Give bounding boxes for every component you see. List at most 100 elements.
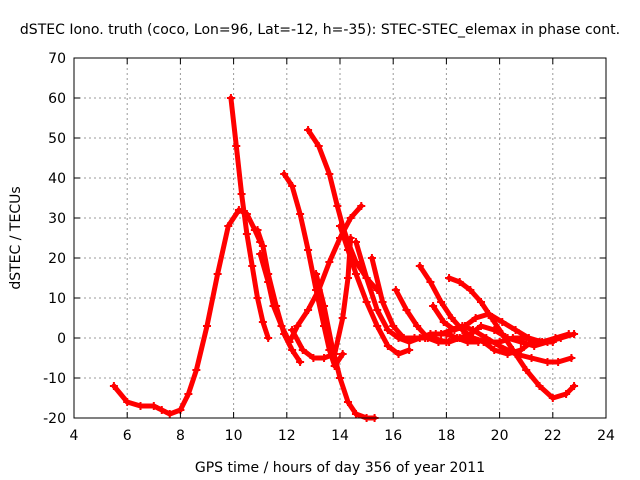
data-point (242, 230, 251, 238)
data-point (288, 182, 297, 190)
series-3 (253, 226, 305, 366)
data-point (498, 330, 507, 338)
data-point (304, 246, 313, 254)
series-line (305, 127, 380, 293)
data-point (562, 390, 571, 398)
data-point (383, 326, 392, 334)
x-tick-label: 10 (225, 428, 243, 444)
x-tick-label: 16 (384, 428, 402, 444)
data-point (511, 326, 520, 334)
data-point (466, 286, 475, 294)
data-point (383, 342, 392, 350)
data-point (439, 318, 448, 326)
series-5 (280, 170, 347, 370)
data-point (442, 330, 451, 338)
data-point (314, 142, 323, 150)
data-point (232, 142, 241, 150)
data-point (469, 334, 477, 342)
data-point (437, 298, 446, 306)
data-point (237, 190, 246, 198)
data-point (309, 354, 318, 362)
data-point (298, 346, 307, 354)
x-tick-label: 18 (437, 428, 455, 444)
data-point (264, 278, 273, 286)
data-point (527, 354, 536, 362)
series-line (255, 227, 303, 365)
data-point (248, 262, 257, 270)
x-tick-label: 22 (544, 428, 562, 444)
x-tick-label: 8 (176, 428, 185, 444)
data-point (479, 338, 488, 346)
data-point (445, 274, 454, 282)
data-point (296, 358, 305, 366)
data-point (405, 346, 414, 354)
data-point (293, 322, 302, 330)
data-point (495, 338, 504, 346)
y-tick-label: 10 (48, 291, 66, 307)
x-axis-title: GPS time / hours of day 356 of year 2011 (195, 460, 485, 476)
data-point (296, 210, 305, 218)
data-point (157, 406, 166, 414)
data-point (338, 314, 347, 322)
data-point (258, 318, 267, 326)
data-point (399, 334, 408, 342)
series-8 (312, 270, 379, 422)
x-tick-label: 12 (278, 428, 296, 444)
data-point (516, 346, 525, 354)
data-point (343, 274, 352, 282)
data-point (288, 326, 297, 334)
data-point (338, 350, 347, 358)
y-tick-label: -20 (43, 411, 66, 427)
data-point (269, 302, 278, 310)
data-point (413, 322, 422, 330)
y-axis-title: dSTEC / TECUs (8, 186, 24, 289)
data-point (394, 350, 403, 358)
data-point (277, 322, 286, 330)
data-point (447, 314, 456, 322)
series-1 (109, 206, 265, 418)
data-point (336, 374, 344, 382)
data-point (535, 382, 544, 390)
data-point (333, 202, 342, 210)
y-tick-label: 70 (48, 51, 66, 67)
data-point (564, 330, 573, 338)
data-point (367, 254, 376, 262)
data-point (391, 286, 400, 294)
data-point (224, 222, 233, 230)
series-16 (429, 334, 536, 358)
data-point (362, 298, 371, 306)
data-point (415, 262, 424, 270)
series-15 (445, 274, 579, 402)
data-point (455, 334, 464, 342)
data-point (346, 214, 355, 222)
y-tick-label: 50 (48, 131, 66, 147)
y-tick-label: 0 (57, 331, 66, 347)
data-point (346, 234, 355, 242)
data-point (498, 318, 507, 326)
data-point (213, 270, 222, 278)
y-tick-label: -10 (43, 371, 66, 387)
data-point (285, 338, 294, 346)
data-point (522, 366, 531, 374)
x-tick-label: 20 (491, 428, 509, 444)
data-point (192, 366, 201, 374)
data-point (373, 306, 382, 314)
data-point (184, 390, 193, 398)
y-tick-label: 20 (48, 251, 66, 267)
x-tick-label: 6 (123, 428, 132, 444)
series-line (417, 263, 556, 345)
data-point (351, 410, 360, 418)
data-point (280, 170, 289, 178)
data-point (508, 334, 517, 342)
data-point (554, 358, 563, 366)
data-point (351, 238, 360, 246)
series-line (111, 207, 263, 417)
series-line (337, 223, 412, 357)
data-point (256, 250, 265, 258)
series-2 (226, 94, 273, 342)
series-9 (336, 222, 414, 358)
data-point (351, 270, 360, 278)
data-point (476, 322, 485, 330)
data-point (136, 402, 145, 410)
data-point (320, 354, 329, 362)
